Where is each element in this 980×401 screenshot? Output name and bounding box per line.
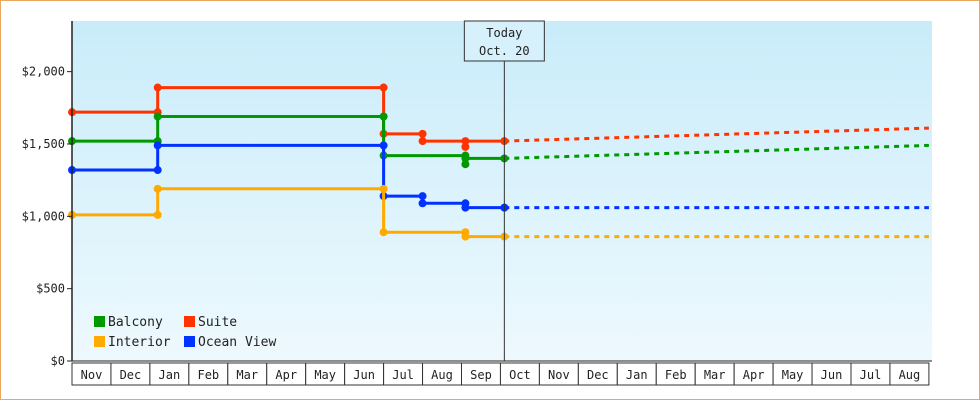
plot-area	[72, 21, 932, 361]
series-point	[379, 228, 388, 237]
x-tick-label: Mar	[236, 368, 258, 382]
series-point	[379, 83, 388, 92]
x-tick-label: Feb	[197, 368, 219, 382]
series-forecast-line	[504, 126, 929, 143]
series-point	[379, 112, 388, 121]
x-tick-label: Aug	[431, 368, 453, 382]
x-tick-label: May	[782, 368, 804, 382]
x-tick-label: Jul	[860, 368, 882, 382]
x-tick-label: Nov	[81, 368, 103, 382]
series-point	[461, 154, 470, 163]
series-point	[418, 199, 427, 208]
x-tick-label: Feb	[665, 368, 687, 382]
y-tick-label: $500	[36, 282, 65, 296]
legend-swatch	[94, 336, 105, 347]
x-tick-label: Jan	[159, 368, 181, 382]
series-point	[153, 184, 162, 193]
x-tick-label: Jul	[392, 368, 414, 382]
series-point	[461, 203, 470, 212]
legend-label: Suite	[198, 315, 237, 330]
series-point	[418, 129, 427, 138]
x-tick-label: Dec	[587, 368, 609, 382]
y-tick-label: $1,500	[22, 137, 65, 151]
series-point	[418, 137, 427, 146]
y-tick-label: $2,000	[22, 65, 65, 79]
x-tick-label: Dec	[120, 368, 142, 382]
x-tick-label: Jun	[353, 368, 375, 382]
x-tick-label: Nov	[548, 368, 570, 382]
x-tick-label: Jan	[626, 368, 648, 382]
today-label-line2: Oct. 20	[479, 44, 530, 58]
series-point	[379, 141, 388, 150]
series-point	[379, 184, 388, 193]
legend-label: Interior	[108, 335, 171, 350]
legend-swatch	[184, 336, 195, 347]
legend-swatch	[94, 316, 105, 327]
x-tick-label: Apr	[743, 368, 765, 382]
series-point	[461, 137, 470, 146]
x-tick-label: Mar	[704, 368, 726, 382]
series-point	[153, 210, 162, 219]
legend-label: Balcony	[108, 315, 163, 330]
series-point	[153, 141, 162, 150]
today-label-box	[463, 20, 545, 62]
x-tick-label: Apr	[275, 368, 297, 382]
x-tick-label: Sep	[470, 368, 492, 382]
legend-label: Ocean View	[198, 335, 276, 350]
series-point	[153, 83, 162, 92]
series-point	[461, 142, 470, 151]
series-point	[418, 192, 427, 201]
x-tick-label: May	[314, 368, 336, 382]
series-point	[153, 166, 162, 175]
x-tick-label: Oct	[509, 368, 531, 382]
y-tick-label: $1,000	[22, 209, 65, 223]
x-tick-label: Aug	[899, 368, 921, 382]
today-label-line1: Today	[486, 26, 522, 40]
series-forecast-line	[504, 143, 929, 160]
x-tick-label: Jun	[821, 368, 843, 382]
series-point	[461, 232, 470, 241]
x-category-box	[889, 362, 930, 386]
series-point	[461, 160, 470, 169]
legend-swatch	[184, 316, 195, 327]
y-tick-label: $0	[51, 354, 65, 368]
series-point	[153, 112, 162, 121]
